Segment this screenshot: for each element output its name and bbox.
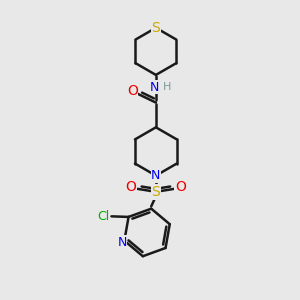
Text: S: S [152,21,160,35]
Text: N: N [150,81,159,94]
Text: N: N [117,236,127,249]
Text: O: O [126,179,136,194]
Text: H: H [163,82,171,92]
Text: S: S [152,185,160,199]
Text: N: N [151,169,160,182]
Text: Cl: Cl [97,210,110,223]
Text: O: O [127,84,138,98]
Text: O: O [175,179,186,194]
